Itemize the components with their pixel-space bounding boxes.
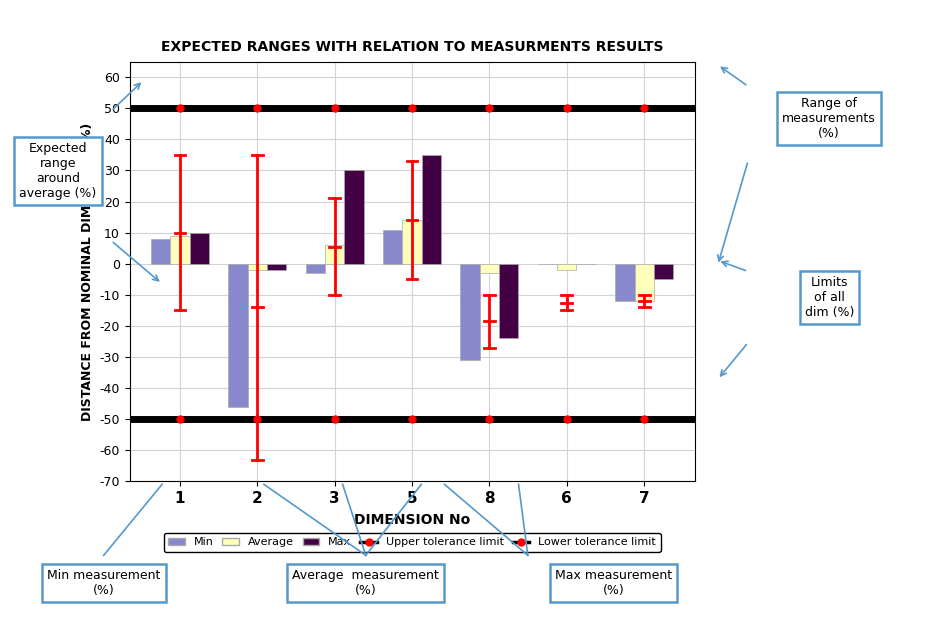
Title: EXPECTED RANGES WITH RELATION TO MEASURMENTS RESULTS: EXPECTED RANGES WITH RELATION TO MEASURM… (161, 39, 663, 54)
Bar (267, 263, 286, 270)
Bar (151, 239, 170, 263)
Bar (247, 263, 267, 270)
Text: Limits
of all
dim (%): Limits of all dim (%) (805, 276, 854, 319)
Bar (480, 263, 499, 273)
X-axis label: DIMENSION No: DIMENSION No (354, 513, 470, 527)
Bar (306, 263, 325, 273)
Bar (615, 263, 634, 301)
Bar (383, 230, 403, 263)
Bar (229, 263, 247, 407)
Bar (344, 170, 364, 263)
Bar (654, 263, 673, 280)
Bar (190, 233, 209, 263)
Text: Average  measurement
(%): Average measurement (%) (293, 569, 439, 597)
Text: Range of
measurements
(%): Range of measurements (%) (782, 97, 876, 140)
Bar (499, 263, 519, 338)
Bar (403, 220, 421, 263)
Bar (634, 263, 654, 301)
Text: Min measurement
(%): Min measurement (%) (47, 569, 161, 597)
Bar (421, 155, 441, 263)
Bar (325, 245, 344, 263)
Text: Max measurement
(%): Max measurement (%) (555, 569, 672, 597)
Bar (170, 236, 190, 263)
Y-axis label: DISTANCE FROM NOMINAL DIMENSION (%): DISTANCE FROM NOMINAL DIMENSION (%) (81, 122, 94, 421)
Bar (557, 263, 577, 270)
Legend: Min, Average, Max, Upper tolerance limit, Lower tolerance limit: Min, Average, Max, Upper tolerance limit… (164, 533, 660, 552)
Bar (460, 263, 480, 360)
Text: Expected
range
around
average (%): Expected range around average (%) (19, 142, 96, 201)
